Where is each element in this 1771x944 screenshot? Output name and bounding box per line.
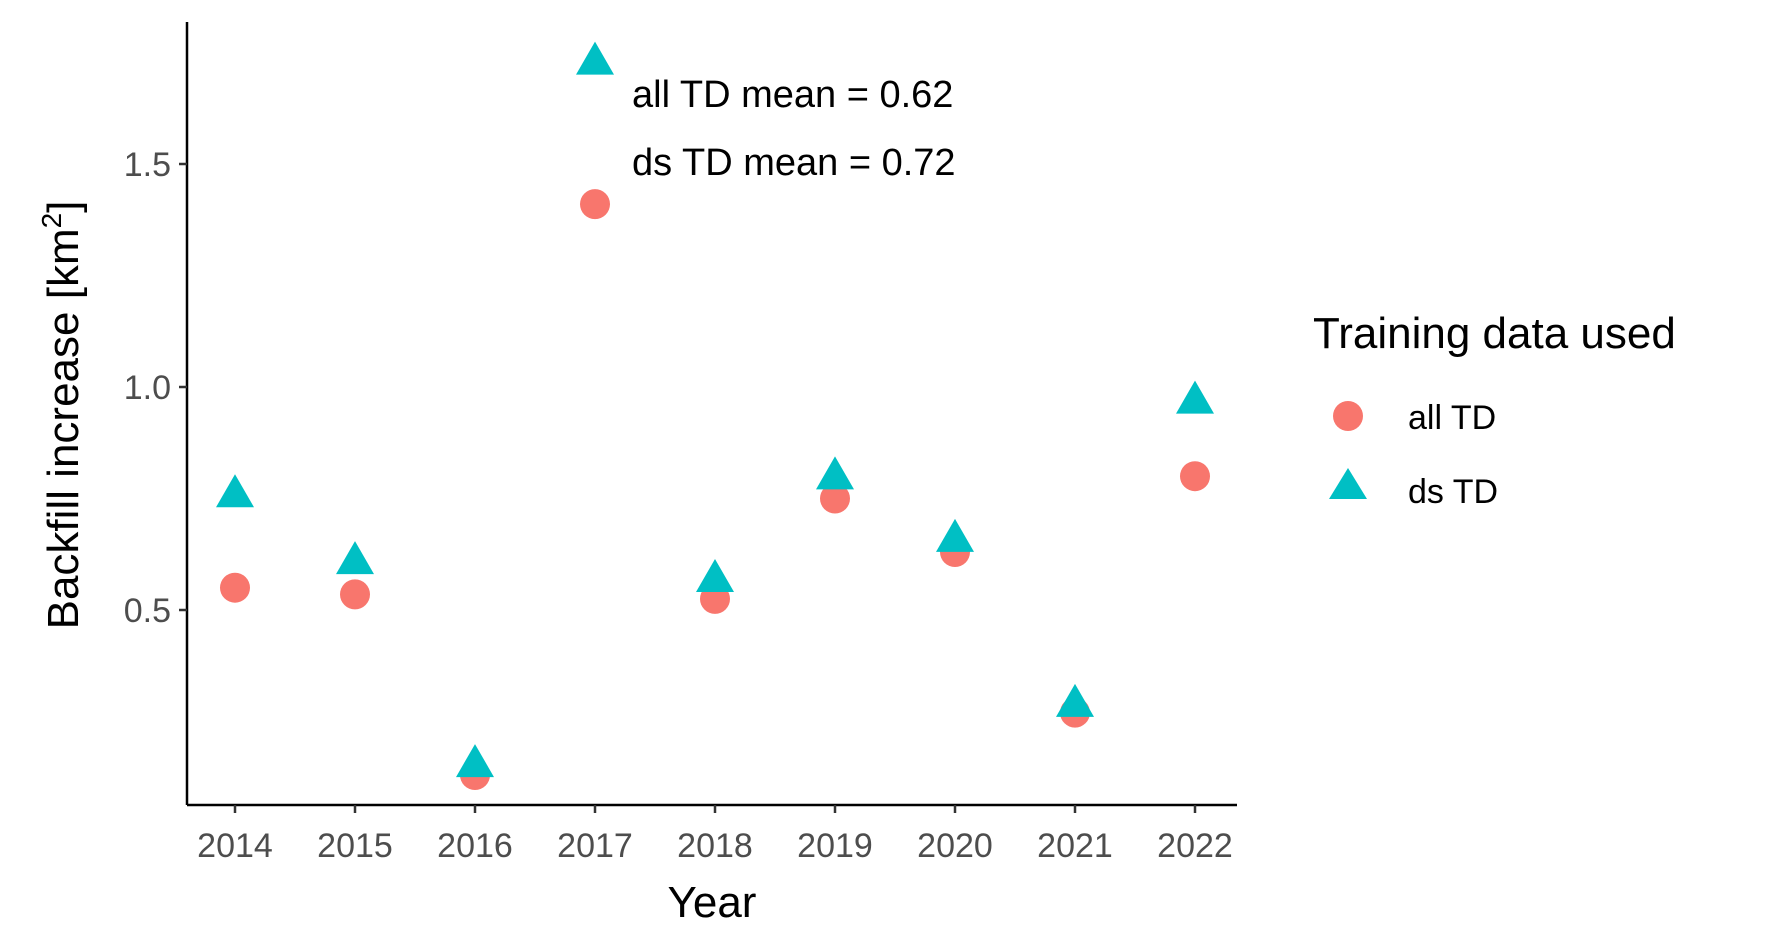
y-tick-label: 0.5 (124, 592, 171, 630)
point-ds-td (816, 456, 854, 490)
point-ds-td (696, 558, 734, 592)
point-all-td (1180, 461, 1210, 492)
y-tick-label: 1.5 (124, 146, 171, 184)
x-tick-label: 2018 (677, 827, 753, 865)
y-axis-title-main: Backfill increase [km (39, 228, 88, 629)
point-ds-td (216, 474, 254, 508)
data-marks (216, 41, 1214, 791)
x-tick-label: 2020 (917, 827, 993, 865)
point-all-td (340, 579, 370, 610)
y-axis-title-end: ] (39, 201, 88, 213)
x-tick-label: 2022 (1157, 827, 1233, 865)
x-tick-label: 2021 (1037, 827, 1113, 865)
legend-title: Training data used (1313, 309, 1676, 358)
point-ds-td (936, 518, 974, 552)
point-ds-td (336, 541, 374, 575)
point-all-td (820, 483, 850, 514)
point-ds-td (456, 744, 494, 778)
axes (185, 22, 1237, 807)
legend-label-all-td: all TD (1408, 399, 1496, 437)
point-all-td (580, 189, 610, 220)
x-tick-label: 2015 (317, 827, 393, 865)
x-ticks: 2014 2015 2016 2017 2018 2019 2020 2021 2022 (197, 805, 1233, 865)
legend-label-ds-td: ds TD (1408, 473, 1498, 511)
x-axis-title: Year (668, 878, 757, 927)
y-tick-label: 1.0 (124, 369, 171, 407)
legend-key-all-td (1333, 401, 1363, 431)
point-ds-td (1176, 380, 1214, 414)
x-tick-label: 2017 (557, 827, 633, 865)
point-ds-td (576, 41, 614, 75)
y-ticks: 0.5 1.0 1.5 (124, 146, 187, 630)
x-tick-label: 2019 (797, 827, 873, 865)
legend: Training data used all TD ds TD (1313, 309, 1676, 511)
y-axis-title-superscript: 2 (36, 213, 67, 229)
point-ds-td (1056, 683, 1094, 717)
annotation-ds-td-mean: ds TD mean = 0.72 (632, 142, 956, 184)
legend-key-ds-td (1329, 468, 1367, 499)
x-tick-label: 2016 (437, 827, 513, 865)
x-tick-label: 2014 (197, 827, 273, 865)
point-all-td (220, 572, 250, 603)
y-axis-title: Backfill increase [km2] (36, 201, 88, 630)
annotation-all-td-mean: all TD mean = 0.62 (632, 74, 953, 116)
